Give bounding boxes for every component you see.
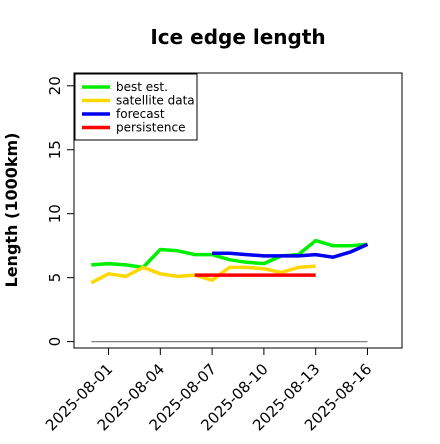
y-tick-label: 0 — [46, 337, 64, 347]
legend: best est.satellite dataforecastpersisten… — [74, 73, 198, 141]
series-line-satellite-data — [90, 264, 316, 285]
legend-label: persistence — [116, 121, 185, 135]
legend-label: best est. — [116, 80, 168, 94]
y-axis-label: Length (1000km) — [2, 133, 21, 288]
y-tick-label: 15 — [46, 140, 64, 159]
series-layer — [90, 238, 369, 285]
series-line-best-est — [91, 238, 368, 270]
legend-label: satellite data — [116, 94, 195, 108]
y-tick-label: 20 — [46, 76, 64, 95]
chart-title: Ice edge length — [150, 25, 325, 49]
legend-label: forecast — [116, 107, 165, 121]
y-tick-label: 10 — [46, 204, 64, 223]
y-tick-label: 5 — [46, 273, 64, 283]
plot-area — [73, 72, 403, 349]
series-line-forecast — [212, 242, 369, 259]
